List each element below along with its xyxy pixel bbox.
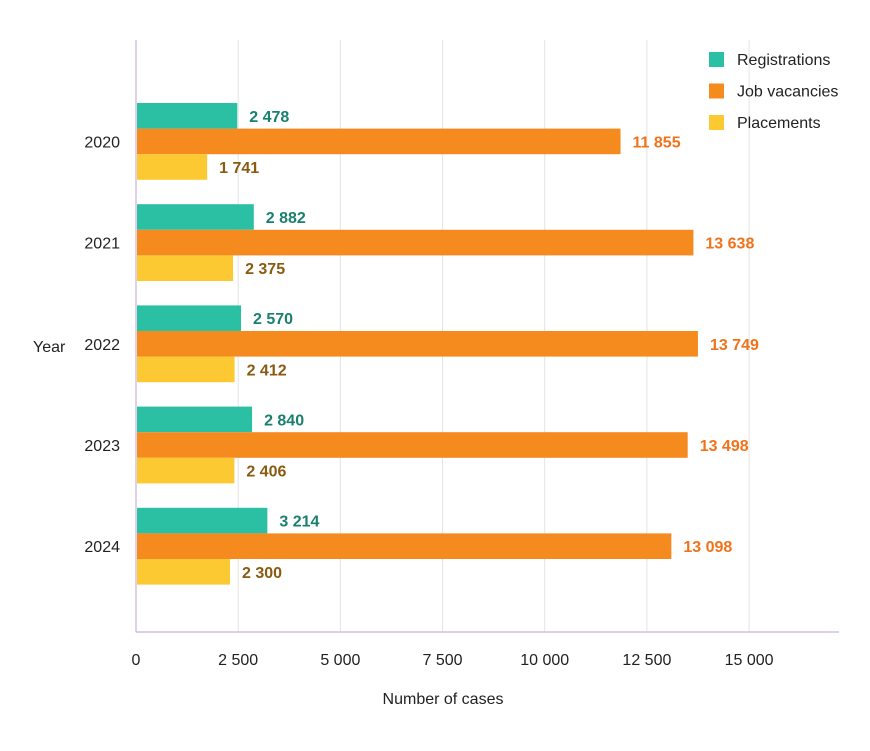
data-label: 13 498 <box>700 438 749 455</box>
legend-label: Job vacancies <box>737 84 838 101</box>
legend-label: Registrations <box>737 52 830 69</box>
legend-label: Placements <box>737 115 821 132</box>
legend: Registrations Job vacancies Placements <box>709 52 838 132</box>
x-tick-labels: 0 2 500 5 000 7 500 10 000 12 500 15 000 <box>132 652 774 669</box>
category-label: 2023 <box>84 438 120 455</box>
bar-registrations <box>137 204 254 230</box>
bar-registrations <box>137 507 268 534</box>
bar-placements <box>137 154 208 180</box>
data-label: 3 214 <box>279 514 319 531</box>
bar-registrations <box>137 406 253 433</box>
x-tick-label: 2 500 <box>218 652 258 669</box>
x-tick-label: 5 000 <box>320 652 360 669</box>
bar-job-vacancies <box>137 331 698 357</box>
category-label: 2024 <box>84 539 120 556</box>
x-tick-label: 0 <box>132 652 141 669</box>
data-label: 2 375 <box>245 261 285 278</box>
axes <box>135 40 839 633</box>
bar-registrations <box>137 305 242 331</box>
data-label: 13 749 <box>710 337 759 354</box>
bar-placements <box>137 356 235 383</box>
y-axis-title: Year <box>33 339 66 356</box>
data-label: 2 840 <box>264 412 304 429</box>
legend-swatch <box>709 115 724 130</box>
data-label: 2 412 <box>247 362 287 379</box>
data-labels: 2 478 11 855 1 741 2 882 13 638 2 375 2 570 13 … <box>219 109 759 582</box>
legend-swatch <box>709 83 724 99</box>
x-tick-label: 10 000 <box>520 652 569 669</box>
data-label: 13 638 <box>705 236 754 253</box>
bar-placements <box>137 457 235 484</box>
bar-registrations <box>137 103 238 129</box>
bar-job-vacancies <box>137 128 621 155</box>
data-label: 2 570 <box>253 311 293 328</box>
legend-swatch <box>709 52 724 67</box>
data-label: 2 300 <box>242 565 282 582</box>
x-tick-label: 12 500 <box>622 652 671 669</box>
data-label: 2 406 <box>246 464 286 481</box>
category-label: 2021 <box>84 236 120 253</box>
data-label: 2 478 <box>249 109 289 126</box>
data-label: 13 098 <box>683 539 732 556</box>
data-label: 11 855 <box>633 134 681 151</box>
category-label: 2022 <box>84 337 120 354</box>
x-axis-title: Number of cases <box>383 691 504 708</box>
category-labels: 2020 2021 2022 2023 2024 <box>84 134 120 556</box>
x-tick-label: 15 000 <box>725 652 774 669</box>
bar-job-vacancies <box>137 533 672 559</box>
x-tick-label: 7 500 <box>423 652 463 669</box>
bar-placements <box>137 255 234 281</box>
bar-job-vacancies <box>137 229 694 256</box>
data-label: 2 882 <box>266 210 306 227</box>
data-label: 1 741 <box>219 160 259 177</box>
bar-placements <box>137 559 231 585</box>
category-label: 2020 <box>84 134 120 151</box>
bar-job-vacancies <box>137 432 688 458</box>
bars <box>137 103 698 585</box>
